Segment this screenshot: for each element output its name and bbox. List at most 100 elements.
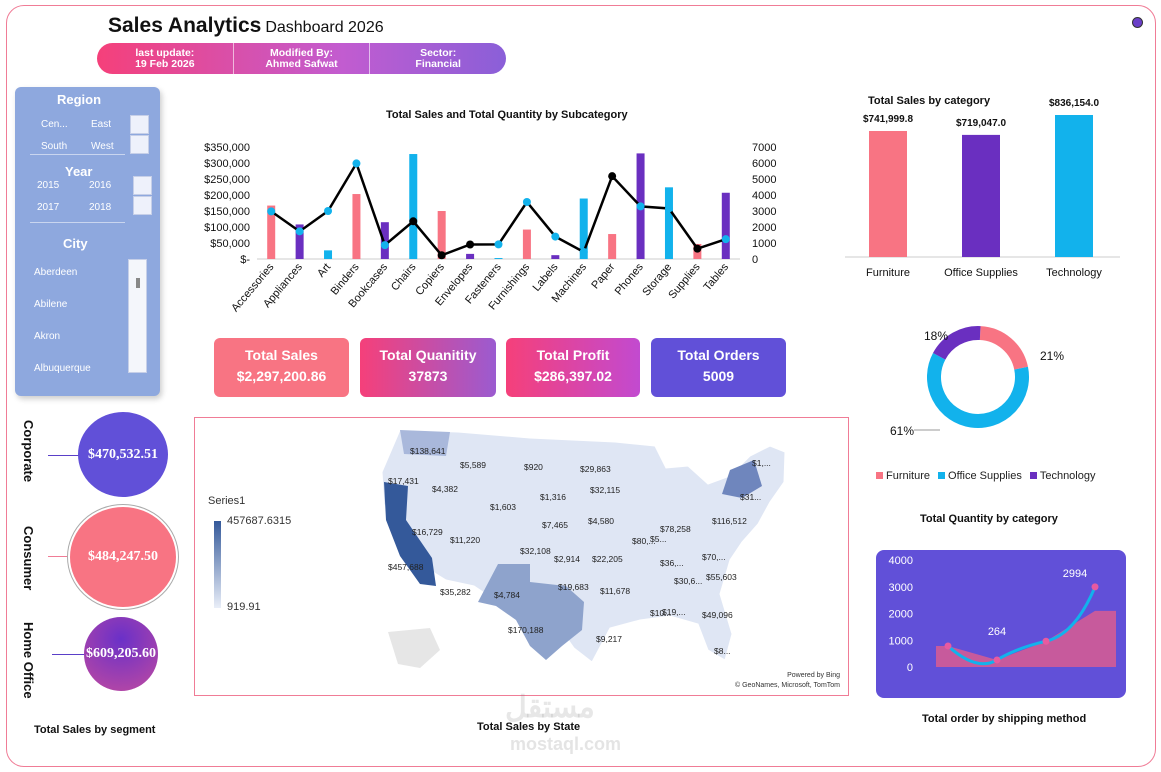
legend-furniture: Furniture — [876, 470, 930, 482]
quantity-point — [267, 207, 276, 216]
y2-tick-label: 2000 — [752, 222, 776, 234]
scroll-thumb[interactable] — [136, 278, 140, 288]
year-item-2015[interactable]: 2015 — [37, 180, 60, 191]
map-legend-scale — [214, 521, 221, 608]
bar-data-label: $719,047.0 — [956, 118, 1006, 129]
page-title: Sales Analytics Dashboard 2026 — [108, 14, 384, 37]
new-york-shape — [722, 460, 762, 498]
city-item-albuquerque[interactable]: Albuquerque — [34, 363, 91, 373]
quantity-point — [494, 240, 503, 249]
x-tick-label: Tables — [701, 261, 731, 293]
sales-bar — [267, 205, 276, 259]
state-map-panel: Series1 457687.6315 919.91 $138,641 $5,58… — [194, 417, 849, 696]
legend-technology: Technology — [1029, 470, 1095, 482]
kpi-total-orders: Total Orders 5009 — [651, 338, 786, 397]
watermark-url: mostaql.com — [510, 734, 622, 754]
city-item-akron[interactable]: Akron — [34, 331, 61, 342]
city-item-abilene[interactable]: Abilene — [34, 299, 68, 310]
category-bar — [869, 130, 907, 257]
city-item-aberdeen[interactable]: Aberdeen — [34, 267, 78, 278]
sales-bar — [551, 255, 560, 259]
quantity-point — [352, 159, 361, 168]
quantity-point — [551, 232, 560, 241]
kpi-total-sales: Total Sales $2,297,200.86 — [214, 338, 349, 397]
year-slicer-title: Year — [65, 164, 93, 179]
region-multiselect-button[interactable] — [130, 115, 149, 134]
map-legend-max: 457687.6315 — [227, 515, 292, 527]
quantity-point — [324, 207, 333, 215]
point-label: 2994 — [1063, 568, 1087, 580]
region-item-central[interactable]: Cen... — [41, 119, 68, 130]
donut-chart-title: Total Quantity by category — [920, 513, 1058, 525]
y-tick-label: 3000 — [889, 582, 913, 594]
y2-tick-label: 6000 — [752, 158, 776, 170]
state-value-label: $7,465 — [542, 520, 568, 530]
state-value-label: $457,688 — [388, 562, 424, 572]
state-value-label: $4,580 — [588, 516, 614, 526]
map-legend-title: Series1 — [208, 495, 246, 507]
state-value-label: $5,589 — [460, 460, 486, 470]
y2-tick-label: 1000 — [752, 238, 776, 250]
region-item-west[interactable]: West — [91, 141, 114, 152]
connector-line — [48, 455, 80, 456]
region-item-east[interactable]: East — [91, 119, 112, 130]
state-value-label: $11,678 — [600, 586, 630, 596]
shipping-area — [936, 610, 1116, 667]
year-item-2017[interactable]: 2017 — [37, 202, 60, 213]
sales-bar — [664, 187, 673, 259]
segment-home-office[interactable]: $609,205.60 — [84, 617, 158, 691]
slice-label: 21% — [1040, 349, 1064, 363]
year-clear-filter-button[interactable] — [133, 196, 152, 215]
divider — [30, 222, 125, 223]
y-tick-label: $250,000 — [204, 174, 250, 186]
quantity-point — [693, 244, 702, 253]
state-value-label: $32,115 — [590, 485, 620, 495]
year-item-2018[interactable]: 2018 — [89, 202, 112, 213]
california-shape — [384, 482, 436, 586]
state-value-label: $4,784 — [494, 590, 520, 600]
state-value-label: $55,603 — [706, 572, 737, 582]
quantity-point — [636, 202, 645, 211]
category-bar-chart: $741,999.8 Furniture $719,047.0 Office Supp… — [845, 98, 1120, 279]
map-legend-min: 919.91 — [227, 601, 261, 613]
us-map[interactable]: $138,641 $5,589 $920 $29,863 $1,... $17,431 $4… — [370, 424, 800, 686]
segment-consumer[interactable]: $484,247.50 — [70, 507, 176, 607]
sales-bar — [380, 222, 389, 259]
connector-line — [52, 654, 86, 655]
shipping-line — [946, 586, 1097, 666]
dashboard-frame — [6, 5, 1156, 767]
info-bar: last update: 19 Feb 2026 Modified By: Ahme… — [97, 43, 506, 74]
region-clear-filter-button[interactable] — [130, 135, 149, 154]
sales-bar — [579, 198, 588, 259]
y-tick-label: $200,000 — [204, 190, 250, 202]
shipping-chart-panel: 0 1000 2000 3000 4000 264 2994 — [876, 550, 1126, 698]
washington-shape — [400, 430, 450, 456]
x-tick-label: Art — [315, 261, 333, 279]
year-item-2016[interactable]: 2016 — [89, 180, 112, 191]
segment-label-corporate: Corporate — [21, 420, 36, 483]
sales-bar — [608, 234, 617, 259]
state-value-label: $19,... — [662, 607, 686, 617]
info-modified: Modified By: Ahmed Safwat — [234, 43, 371, 74]
city-slicer-title: City — [63, 236, 88, 251]
year-multiselect-button[interactable] — [133, 176, 152, 195]
segment-corporate[interactable]: $470,532.51 — [78, 412, 168, 497]
category-bar — [1055, 115, 1093, 257]
city-scrollbar[interactable] — [128, 259, 147, 373]
region-item-south[interactable]: South — [41, 141, 68, 152]
page-subtitle: Dashboard 2026 — [265, 19, 384, 36]
category-chart-title: Total Sales by category — [868, 95, 991, 107]
map-attribution-bing: Powered by Bing — [787, 672, 840, 679]
y-tick-label: $50,000 — [210, 238, 250, 250]
y-tick-label: $150,000 — [204, 206, 250, 218]
donut-slice — [979, 326, 1028, 370]
state-value-label: $9,217 — [596, 634, 622, 644]
slice-label: 18% — [924, 329, 948, 343]
x-tick-label: Office Supplies — [944, 267, 1018, 279]
state-value-label: $1,316 — [540, 492, 566, 502]
quantity-point — [608, 172, 617, 181]
y-tick-label: 2000 — [889, 609, 913, 621]
region-slicer-title: Region — [57, 92, 102, 107]
segment-label-home-office: Home Office — [21, 622, 36, 699]
segment-chart-title: Total Sales by segment — [34, 724, 156, 736]
